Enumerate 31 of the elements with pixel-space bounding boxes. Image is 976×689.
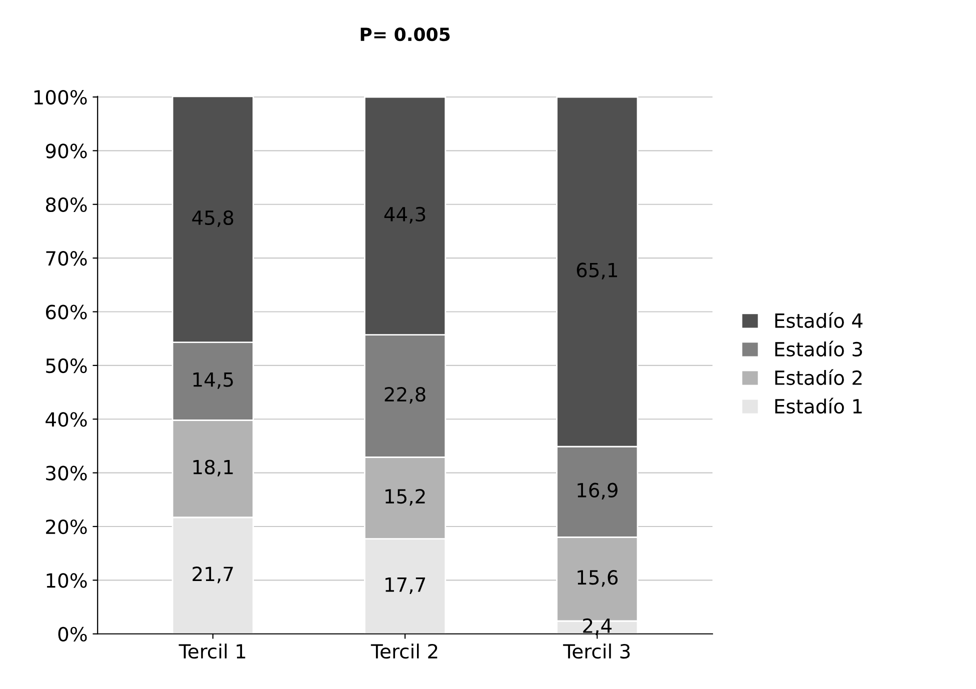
- data-label: 15,6: [578, 570, 618, 587]
- legend-label: Estadío 3: [775, 340, 862, 357]
- legend-label: Estadío 4: [775, 312, 862, 328]
- y-tick-label: 70%: [46, 251, 87, 266]
- y-tick-label: 0%: [58, 626, 87, 642]
- data-label: 16,9: [578, 482, 618, 500]
- data-label: 65,1: [576, 262, 618, 280]
- y-tick-label: 100%: [34, 90, 87, 105]
- data-label: 17,7: [386, 578, 426, 594]
- y-tick-label: 20%: [46, 519, 87, 534]
- data-label: 45,8: [192, 210, 234, 228]
- chart-title: P= 0.005: [360, 28, 450, 42]
- y-tick-label: 40%: [46, 412, 87, 427]
- y-tick-label: 50%: [46, 358, 87, 374]
- legend-label: Estadío 2: [775, 369, 862, 386]
- data-label: 44,3: [384, 206, 426, 224]
- y-tick-label: 80%: [46, 197, 87, 212]
- x-tick-label: Tercil 1: [178, 644, 246, 659]
- y-tick-label: 60%: [46, 304, 87, 320]
- data-label: 2,4: [583, 618, 612, 636]
- y-tick-label: 30%: [46, 466, 87, 480]
- data-label: 14,5: [193, 372, 233, 389]
- x-tick-label: Tercil 3: [563, 644, 630, 659]
- data-label: 18,1: [193, 460, 233, 476]
- data-label: 21,7: [192, 566, 233, 584]
- x-tick-label: Tercil 2: [370, 644, 438, 659]
- data-label: 22,8: [384, 386, 426, 404]
- y-tick-label: 10%: [46, 573, 87, 588]
- data-label: 15,2: [386, 488, 425, 506]
- y-tick-label: 90%: [46, 144, 87, 158]
- legend-label: Estadío 1: [775, 398, 862, 414]
